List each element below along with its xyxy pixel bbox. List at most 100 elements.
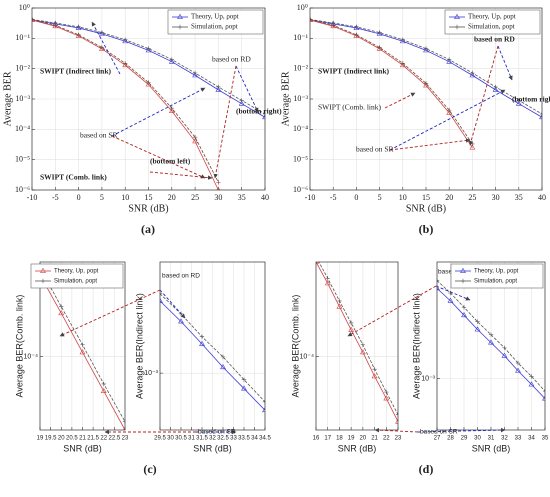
x-tick-label: 16 <box>313 436 320 442</box>
x-tick-label: 31.5 <box>196 436 208 442</box>
y-tick-label: 10⁻⁴ <box>15 124 30 133</box>
marker-triangle <box>447 297 454 303</box>
annotation-arrow <box>235 65 259 113</box>
panel-label: (c) <box>143 462 156 476</box>
marker-plus <box>239 98 244 103</box>
marker-triangle <box>262 114 265 120</box>
marker-triangle <box>423 47 429 53</box>
series-line <box>310 19 473 145</box>
x-tick-label: 25 <box>191 193 199 202</box>
legend-box <box>30 263 124 289</box>
x-axis-label: SNR (dB) <box>406 203 446 214</box>
x-tick-label: 30.5 <box>175 436 187 442</box>
annotation-arrow <box>59 289 161 337</box>
marker-triangle <box>461 311 467 318</box>
x-tick-label: 25 <box>468 193 476 202</box>
x-tick-label: 35 <box>238 193 246 202</box>
y-tick-label: 10⁻¹ <box>15 33 30 42</box>
x-axis-label: SNR (dB) <box>472 443 511 453</box>
series-line <box>160 300 265 411</box>
x-tick-label: 33.5 <box>238 436 250 442</box>
marker-plus <box>529 374 534 379</box>
series-line <box>40 274 125 430</box>
x-tick-label: 35 <box>515 193 523 202</box>
marker-triangle <box>492 86 499 92</box>
marker-plus <box>122 419 125 424</box>
marker-triangle <box>216 186 221 190</box>
marker-plus <box>539 111 542 117</box>
marker-plus <box>59 304 64 309</box>
x-tick-label: 19 <box>37 436 44 442</box>
legend-marker <box>460 267 466 273</box>
y-tick-label: 10⁻² <box>293 63 308 72</box>
series-line <box>310 19 473 148</box>
x-tick-label: 21.5 <box>87 436 99 442</box>
marker-plus <box>502 345 507 351</box>
x-tick-label: 40 <box>261 193 269 202</box>
marker-triangle <box>75 24 82 30</box>
x-tick-label: 22 <box>383 436 390 442</box>
marker-plus <box>123 37 128 42</box>
marker-triangle <box>100 387 107 393</box>
x-tick-label: 19.5 <box>45 436 57 442</box>
x-tick-label: 23 <box>122 436 129 442</box>
marker-plus <box>262 111 265 117</box>
series-line <box>437 280 545 392</box>
marker-triangle <box>469 144 476 150</box>
x-tick-label: 30 <box>167 436 174 442</box>
y-tick-label: 10⁻³ <box>144 370 158 377</box>
y-axis-label: Average BER(Indirect link) <box>411 293 421 399</box>
marker-plus <box>216 84 221 90</box>
x-tick-label: 22.5 <box>109 436 121 442</box>
marker-plus <box>377 45 382 50</box>
y-tick-label: 10⁻⁵ <box>293 154 308 163</box>
annotation-arrow <box>389 89 506 151</box>
marker-triangle <box>376 30 383 36</box>
x-tick-label: 21 <box>79 436 86 442</box>
marker-plus <box>216 180 221 185</box>
plot-area <box>316 262 398 430</box>
x-tick-label: 31 <box>488 436 495 442</box>
marker-triangle <box>488 339 494 345</box>
x-tick-label: 30 <box>474 436 481 442</box>
marker-plus <box>395 412 398 417</box>
plot-frame <box>31 7 266 191</box>
x-tick-label: 32.5 <box>217 436 229 442</box>
marker-plus <box>169 105 174 111</box>
marker-plus <box>241 377 247 382</box>
plot-lines <box>160 291 265 413</box>
marker-triangle <box>515 367 521 373</box>
annotation-arrow <box>468 45 499 146</box>
legend-label: Theory, Up, ρopt <box>474 269 519 275</box>
marker-plus <box>331 23 336 28</box>
x-tick-label: 32 <box>501 436 508 442</box>
annotation: (bottom right) <box>236 107 282 116</box>
marker-plus <box>325 276 330 281</box>
subplot: 29.5 30 30.5 31 31.5 32 32.5 33 33.5 34 34.5 10⁻³ SN… <box>59 261 271 453</box>
legend-marker <box>454 24 460 30</box>
x-tick-label: 20 <box>58 436 65 442</box>
series-line <box>316 262 398 422</box>
marker-plus <box>32 17 35 22</box>
y-tick-label: 10⁻² <box>15 63 30 72</box>
marker-triangle <box>399 38 406 44</box>
annotation: based on SR <box>356 145 394 154</box>
subplot: -10 -5 0 5 10 15 20 25 30 35 40 10⁻⁶ 10⁻⁵ 10⁻⁴ 10⁻³ 10⁻… <box>280 3 550 236</box>
legend-label: Simulation, ρopt <box>474 279 517 285</box>
marker-triangle <box>353 24 360 30</box>
legend-box <box>450 263 544 289</box>
marker-plus <box>76 32 81 38</box>
annotation: SWIPT (Indirect link) <box>40 67 111 76</box>
plot-frame <box>309 7 543 191</box>
marker-triangle <box>474 326 481 332</box>
marker-triangle <box>539 114 542 120</box>
marker-plus <box>400 37 405 42</box>
annotation: (bottom right) <box>512 95 550 104</box>
annotation-arrow <box>111 135 206 179</box>
x-tick-label: -5 <box>330 193 337 202</box>
annotation: (bottom left) <box>150 157 191 166</box>
legend-label: Simulation, ρopt <box>54 279 97 285</box>
marker-plus <box>80 342 85 347</box>
annotation-arrow <box>417 427 506 433</box>
